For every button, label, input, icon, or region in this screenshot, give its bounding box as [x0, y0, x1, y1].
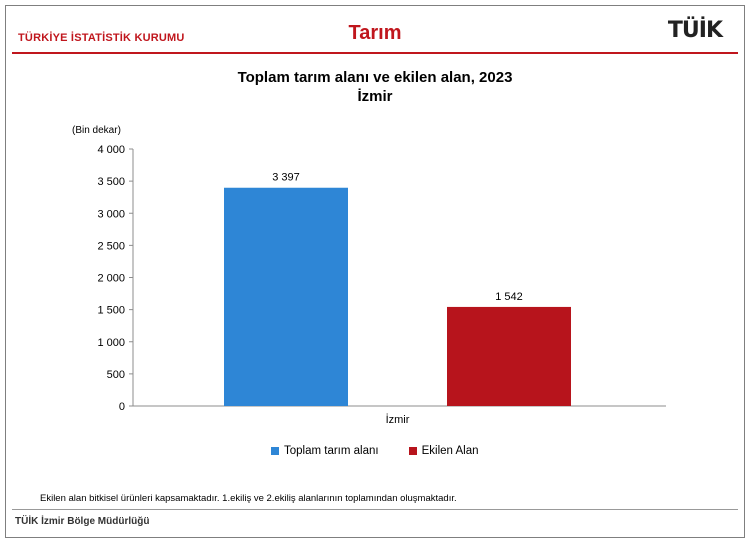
- chart-title-block: Toplam tarım alanı ve ekilen alan, 2023 …: [6, 68, 744, 106]
- legend: Toplam tarım alanı Ekilen Alan: [271, 445, 479, 457]
- slide-header: TÜRKİYE İSTATİSTİK KURUMU Tarım TÜİK: [6, 6, 744, 52]
- y-tick-label: 3 500: [97, 176, 125, 188]
- chart-subtitle: İzmir: [357, 88, 393, 105]
- footer-divider: [12, 509, 738, 510]
- data-label-ekilen: 1 542: [495, 291, 523, 303]
- y-axis-unit: (Bin dekar): [72, 125, 121, 136]
- y-tick-label: 1 500: [97, 305, 125, 317]
- slide-frame: TÜRKİYE İSTATİSTİK KURUMU Tarım TÜİK Top…: [5, 5, 745, 538]
- org-name: TÜRKİYE İSTATİSTİK KURUMU: [18, 32, 185, 44]
- y-tick-label: 2 000: [97, 273, 125, 285]
- footer-text: TÜİK İzmir Bölge Müdürlüğü: [15, 516, 150, 527]
- header-divider: [12, 52, 738, 54]
- bar-chart: 0 500 1 000 1 500 2 000 2 500 3 000 3 500 4 000 3…: [97, 144, 666, 426]
- y-tick-label: 3 000: [97, 208, 125, 220]
- y-tick-label: 500: [107, 369, 125, 381]
- legend-item-ekilen: Ekilen Alan: [408, 445, 479, 457]
- legend-label-toplam: Toplam tarım alanı: [284, 445, 379, 457]
- bar-toplam: [224, 187, 348, 406]
- data-label-toplam: 3 397: [272, 172, 300, 184]
- topic-title: Tarım: [348, 22, 402, 44]
- bar-ekilen: [447, 306, 571, 406]
- y-tick-label: 1 000: [97, 337, 125, 349]
- legend-item-toplam: Toplam tarım alanı: [271, 445, 379, 457]
- legend-label-ekilen: Ekilen Alan: [421, 445, 479, 457]
- y-tick-label: 4 000: [97, 144, 125, 156]
- y-tick-label: 2 500: [97, 240, 125, 252]
- legend-swatch-toplam: [271, 447, 279, 455]
- tuik-logo: TÜİK: [667, 18, 723, 43]
- x-category-label: İzmir: [386, 413, 410, 426]
- legend-swatch-ekilen: [408, 447, 417, 455]
- footnote: Ekilen alan bitkisel ürünleri kapsamakta…: [40, 493, 457, 504]
- y-tick-label: 0: [119, 401, 125, 413]
- chart-title: Toplam tarım alanı ve ekilen alan, 2023: [237, 69, 513, 86]
